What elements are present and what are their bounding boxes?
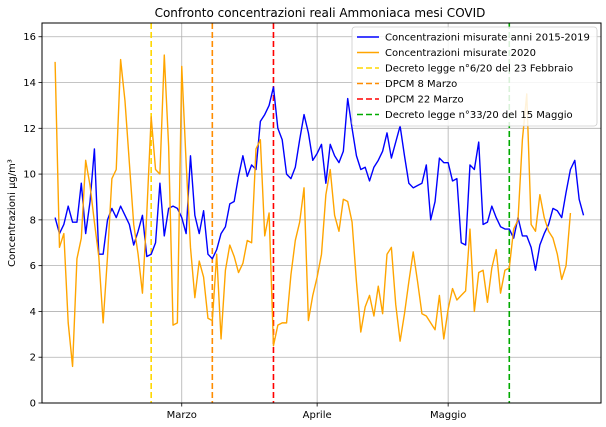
series-line xyxy=(54,86,585,271)
y-tick-label: 12 xyxy=(23,124,36,135)
legend-label: DPCM 8 Marzo xyxy=(385,79,457,90)
y-tick-label: 0 xyxy=(30,399,36,410)
legend-label: Decreto legge n°33/20 del 15 Maggio xyxy=(385,110,573,121)
y-tick-label: 16 xyxy=(23,32,36,43)
legend-label: Concentrazioni misurate 2020 xyxy=(385,48,536,59)
legend-label: DPCM 22 Marzo xyxy=(385,95,464,106)
x-tick-label: Marzo xyxy=(167,410,197,421)
y-tick-label: 4 xyxy=(30,307,36,318)
legend-label: Concentrazioni misurate anni 2015-2019 xyxy=(385,33,590,44)
y-tick-label: 8 xyxy=(30,215,36,226)
x-tick-label: Aprile xyxy=(303,410,332,421)
y-tick-label: 10 xyxy=(23,170,36,181)
series-line xyxy=(54,54,572,368)
plot-frame xyxy=(41,22,602,404)
x-axis-ticks: Marzo Aprile Maggio xyxy=(167,403,466,421)
y-tick-label: 6 xyxy=(30,261,36,272)
legend: Concentrazioni misurate anni 2015-2019 Co… xyxy=(351,26,598,127)
data-series xyxy=(54,54,585,368)
legend-box xyxy=(351,26,598,127)
y-axis-ticks: 0 2 4 6 8 10 12 14 16 xyxy=(23,32,42,410)
legend-label: Decreto legge n°6/20 del 23 Febbraio xyxy=(385,64,573,75)
y-tick-label: 14 xyxy=(23,78,36,89)
chart-title: Confronto concentrazioni reali Ammoniaca… xyxy=(155,6,486,20)
y-tick-label: 2 xyxy=(30,353,36,364)
y-axis-label: Concentrazioni µg/m³ xyxy=(7,159,18,267)
x-tick-label: Maggio xyxy=(430,410,466,421)
